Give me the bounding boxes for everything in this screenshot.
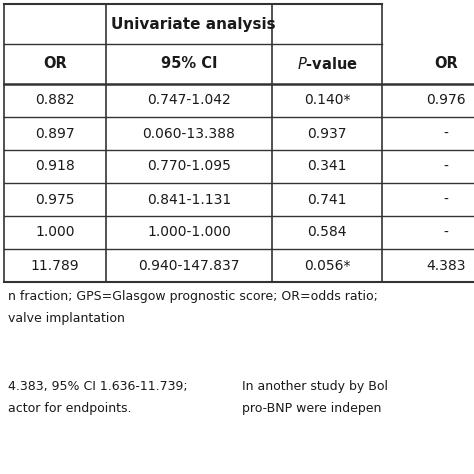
- Text: 0.976: 0.976: [426, 93, 466, 108]
- Text: pro-BNP were indepen: pro-BNP were indepen: [242, 402, 382, 415]
- Text: 4.383, 95% CI 1.636-11.739;: 4.383, 95% CI 1.636-11.739;: [8, 380, 188, 393]
- Text: 0.940-147.837: 0.940-147.837: [138, 258, 240, 273]
- Text: 0.841-1.131: 0.841-1.131: [147, 192, 231, 207]
- Text: 0.770-1.095: 0.770-1.095: [147, 159, 231, 173]
- Text: 1.000: 1.000: [35, 226, 75, 239]
- Text: -: -: [444, 192, 448, 207]
- Text: 95% CI: 95% CI: [161, 56, 217, 72]
- Text: -: -: [444, 159, 448, 173]
- Text: 1.000-1.000: 1.000-1.000: [147, 226, 231, 239]
- Text: 0.584: 0.584: [307, 226, 347, 239]
- Text: 4.383: 4.383: [426, 258, 466, 273]
- Text: 0.741: 0.741: [307, 192, 347, 207]
- Text: actor for endpoints.: actor for endpoints.: [8, 402, 131, 415]
- Text: OR: OR: [43, 56, 67, 72]
- Text: 0.937: 0.937: [307, 127, 347, 140]
- Text: 0.918: 0.918: [35, 159, 75, 173]
- Text: -: -: [444, 226, 448, 239]
- Text: OR: OR: [434, 56, 458, 72]
- Text: 0.897: 0.897: [35, 127, 75, 140]
- Text: 0.975: 0.975: [35, 192, 75, 207]
- Text: Univariate analysis: Univariate analysis: [111, 17, 275, 31]
- Text: In another study by Bol: In another study by Bol: [242, 380, 388, 393]
- Text: 0.140*: 0.140*: [304, 93, 350, 108]
- Text: 0.747-1.042: 0.747-1.042: [147, 93, 231, 108]
- Text: 0.341: 0.341: [307, 159, 347, 173]
- Text: n fraction; GPS=Glasgow prognostic score; OR=odds ratio;: n fraction; GPS=Glasgow prognostic score…: [8, 290, 378, 303]
- Text: 0.882: 0.882: [35, 93, 75, 108]
- Text: 0.060-13.388: 0.060-13.388: [143, 127, 236, 140]
- Text: $\mathit{P}$-value: $\mathit{P}$-value: [297, 56, 357, 72]
- Text: valve implantation: valve implantation: [8, 312, 125, 325]
- Text: 0.056*: 0.056*: [304, 258, 350, 273]
- Text: 11.789: 11.789: [31, 258, 79, 273]
- Text: -: -: [444, 127, 448, 140]
